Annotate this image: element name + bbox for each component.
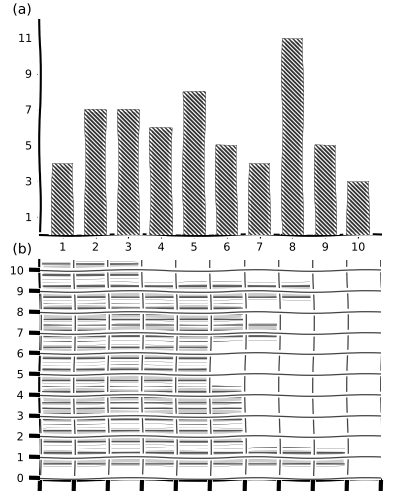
Bar bbox=[40, 366, 210, 383]
Bar bbox=[183, 92, 205, 235]
Bar bbox=[40, 262, 142, 279]
Bar bbox=[85, 110, 106, 235]
Bar bbox=[40, 407, 245, 424]
Bar bbox=[40, 324, 279, 342]
Bar bbox=[347, 181, 369, 235]
Bar bbox=[40, 282, 313, 300]
Bar bbox=[183, 92, 205, 235]
Bar bbox=[150, 128, 172, 235]
Bar bbox=[118, 110, 139, 235]
Bar bbox=[40, 366, 210, 383]
Bar bbox=[282, 38, 303, 235]
Bar bbox=[249, 164, 270, 235]
Bar bbox=[40, 344, 210, 362]
Bar bbox=[40, 303, 245, 320]
Bar bbox=[216, 146, 237, 235]
Bar bbox=[40, 428, 245, 445]
Bar bbox=[40, 386, 245, 404]
Bar bbox=[40, 262, 142, 279]
Bar bbox=[40, 344, 210, 362]
Bar bbox=[282, 38, 303, 235]
Bar bbox=[315, 146, 336, 235]
Bar bbox=[40, 303, 245, 320]
Bar bbox=[40, 428, 245, 445]
Bar bbox=[118, 110, 139, 235]
Bar bbox=[347, 181, 369, 235]
Text: (b): (b) bbox=[12, 242, 32, 256]
Text: (a): (a) bbox=[12, 3, 32, 17]
Bar bbox=[52, 164, 73, 235]
Bar bbox=[52, 164, 73, 235]
Bar bbox=[40, 407, 245, 424]
Bar bbox=[40, 448, 347, 466]
Bar bbox=[216, 146, 237, 235]
Bar bbox=[40, 448, 347, 466]
Bar bbox=[40, 386, 245, 404]
Bar bbox=[315, 146, 336, 235]
Bar bbox=[40, 282, 313, 300]
Bar bbox=[249, 164, 270, 235]
Bar bbox=[40, 324, 279, 342]
Bar bbox=[85, 110, 106, 235]
Bar bbox=[150, 128, 172, 235]
